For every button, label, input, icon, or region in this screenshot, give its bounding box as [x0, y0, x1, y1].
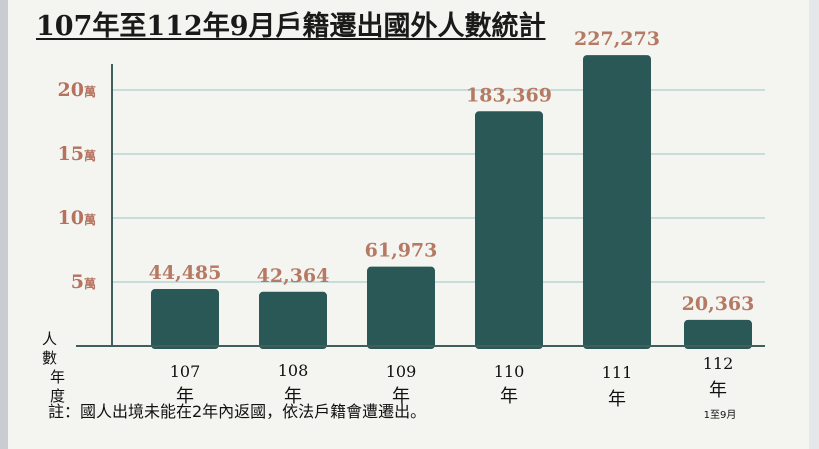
x-tick-label: 109 年	[386, 362, 417, 407]
chart-title: 107年至112年9月戶籍遷出國外人數統計	[36, 11, 546, 42]
bar-107年	[151, 289, 219, 349]
x-axis-label: 年度	[50, 368, 66, 405]
x-tick-label: 107 年	[170, 362, 201, 407]
left-frame-edge	[0, 0, 8, 449]
bar-110年	[475, 111, 543, 349]
gridlines	[112, 89, 765, 283]
right-frame-edge	[809, 0, 819, 449]
value-labels: 44,485 42,364 61,973 183,369 227,273 20,363	[149, 28, 755, 315]
y-tick-unit: 萬	[84, 148, 96, 163]
value-label: 20,363	[682, 293, 755, 315]
bar-108年	[259, 291, 327, 349]
y-tick-unit: 萬	[84, 212, 96, 227]
x-tick-label: 108 年	[278, 361, 309, 407]
value-label: 42,364	[257, 265, 330, 287]
value-label: 44,485	[149, 262, 222, 284]
footnote: 註：國人出境未能在2年內返國，依法戶籍會遭遷出。	[48, 402, 427, 421]
x-tick-labels: 107 年 108 年 109 年 110 年 111 年 112 年	[170, 354, 734, 410]
y-tick-number: 20	[58, 79, 84, 101]
x-tick-label: 111 年	[602, 363, 633, 410]
bars	[151, 55, 752, 349]
y-tick-label: 15萬	[58, 143, 96, 165]
value-label: 183,369	[466, 84, 552, 106]
value-label: 61,973	[365, 240, 438, 262]
axis-label: 人數 年度	[42, 330, 70, 406]
y-axis-label: 人數	[42, 330, 58, 367]
y-tick-number: 5	[71, 271, 84, 293]
y-tick-number: 15	[58, 143, 84, 165]
bar-112年	[684, 319, 752, 349]
bar-109年	[367, 266, 435, 349]
x-tick-label: 110 年	[494, 362, 525, 407]
y-tick-label: 5萬	[71, 271, 96, 293]
bar-111年	[583, 55, 651, 349]
x-tick-label: 112 年	[703, 354, 734, 401]
value-label: 227,273	[574, 28, 660, 50]
y-tick-number: 10	[58, 207, 84, 229]
y-tick-unit: 萬	[84, 276, 96, 291]
y-tick-label: 10萬	[58, 207, 96, 229]
category-note-112: 1至9月	[703, 410, 737, 421]
y-tick-unit: 萬	[84, 84, 96, 99]
y-tick-label: 20萬	[58, 79, 96, 101]
